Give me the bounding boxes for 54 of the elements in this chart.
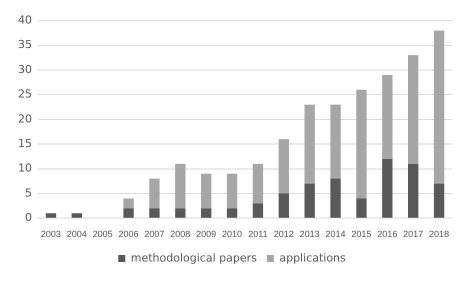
x-tick-label: 2014 [326,229,346,240]
bar [226,208,238,218]
bar [175,208,186,218]
x-tick-label: 2003 [40,229,61,240]
bar [201,208,212,218]
legend-label: applications [279,251,346,264]
y-tick-label: 15 [18,136,32,150]
x-tick-label: 2012 [274,229,294,240]
bar [330,104,341,179]
bar [434,184,444,218]
x-tick-label: 2004 [66,229,87,240]
bar [252,203,264,218]
bar [356,90,367,198]
y-tick-label: 25 [18,88,32,101]
y-tick-label: 5 [24,186,32,200]
bar [304,184,315,218]
bar [226,174,238,208]
bar [201,174,212,208]
bar [149,208,160,218]
x-tick-label: 2018 [429,229,450,240]
y-tick-label: 20 [18,112,32,126]
bar [408,55,418,164]
bar [382,158,392,218]
legend-label: methodological papers [130,251,258,264]
y-tick-label: 30 [18,62,32,76]
y-tick-label: 0 [24,211,32,224]
bar [149,178,160,208]
bar [278,139,289,194]
y-tick-label: 40 [18,13,32,26]
bar [382,74,392,159]
bar [356,198,367,218]
bar [123,208,134,218]
bar [175,164,186,208]
x-tick-label: 2005 [92,229,113,240]
x-tick-label: 2008 [170,229,190,240]
bar [72,213,82,218]
x-tick-label: 2015 [351,229,372,240]
x-tick-label: 2009 [196,229,216,240]
bar [252,164,264,204]
x-tick-label: 2017 [403,229,424,240]
x-tick-label: 2007 [144,229,164,240]
bar [278,194,289,218]
bar [123,198,134,208]
x-tick-label: 2016 [377,229,398,240]
x-tick-label: 2011 [248,229,268,240]
bar [434,30,444,184]
y-tick-label: 10 [18,162,32,175]
x-tick-label: 2013 [300,229,320,240]
bar [408,164,418,218]
bar [304,104,315,184]
bar [330,178,341,218]
x-tick-label: 2006 [118,229,139,240]
x-tick-label: 2010 [222,229,242,240]
y-tick-label: 35 [18,38,32,52]
